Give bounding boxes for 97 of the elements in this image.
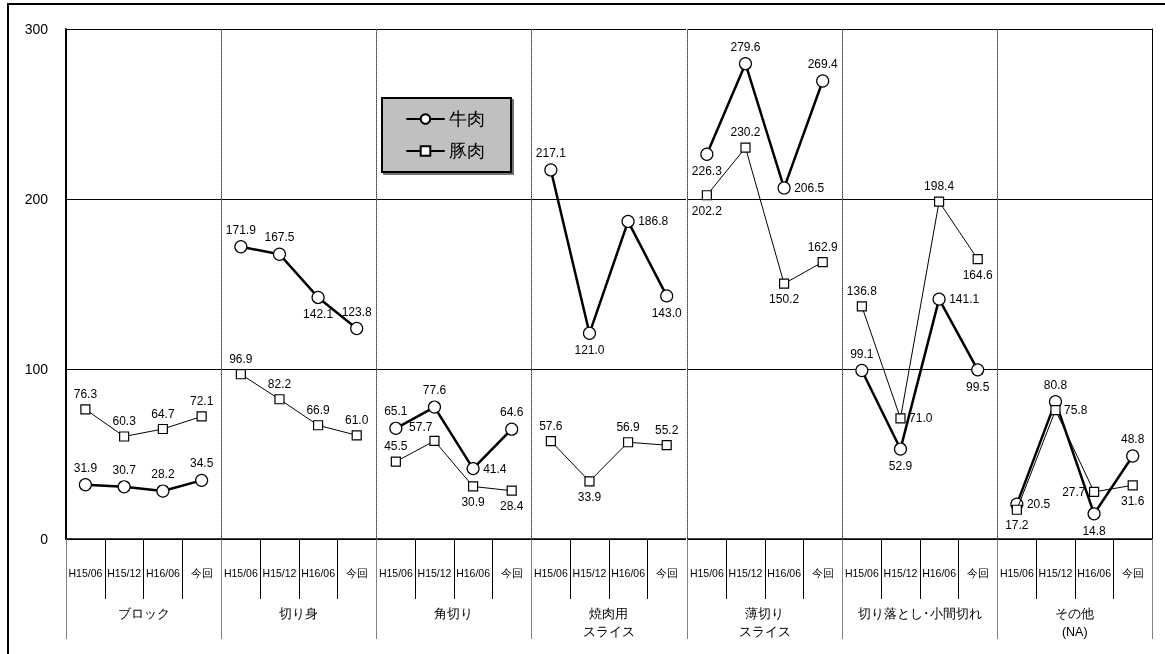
x-tick-label: H15/12 <box>883 566 918 579</box>
data-label: 65.1 <box>384 404 409 419</box>
data-label: 28.4 <box>500 499 524 514</box>
x-axis-title: 角切り <box>434 607 474 621</box>
x-axis-title: その他 (NA) <box>1055 607 1095 639</box>
data-label: 57.7 <box>409 420 433 435</box>
y-tick-label: 300 <box>24 21 49 37</box>
data-label: 142.1 <box>303 307 334 322</box>
x-tick-label: H16/06 <box>766 566 801 579</box>
x-tick-label: 今回 <box>190 566 213 579</box>
y-tick-label: 100 <box>24 361 49 377</box>
data-label: 45.5 <box>384 439 409 454</box>
data-label: 226.3 <box>691 164 722 179</box>
x-tick-label: H16/06 <box>456 566 491 579</box>
x-tick-label: H15/12 <box>572 566 607 579</box>
x-axis-title: 切り身 <box>279 607 319 621</box>
x-tick-label: H15/06 <box>379 566 414 579</box>
x-tick-label: H15/12 <box>417 566 452 579</box>
data-label: 60.3 <box>112 413 137 428</box>
data-label: 206.5 <box>793 180 825 195</box>
data-label: 55.2 <box>655 422 680 437</box>
data-label: 64.6 <box>500 405 524 420</box>
legend-label: 牛肉 <box>449 109 486 129</box>
x-tick-label: H15/12 <box>728 566 763 579</box>
x-tick-label: H16/06 <box>611 566 646 579</box>
x-tick-label: H16/06 <box>1077 566 1112 579</box>
data-label: 77.6 <box>423 383 447 398</box>
x-tick-label: H15/06 <box>534 566 569 579</box>
data-label: 41.4 <box>483 461 508 476</box>
x-axis-title: 焼肉用スライス <box>583 607 636 639</box>
data-label: 162.9 <box>807 239 838 254</box>
data-label: 136.8 <box>846 283 877 298</box>
data-label: 121.0 <box>574 343 606 358</box>
data-label: 34.5 <box>189 456 214 471</box>
data-label: 71.0 <box>908 411 933 426</box>
data-label: 33.9 <box>578 489 602 504</box>
x-tick-label: H15/06 <box>999 566 1034 579</box>
x-axis-title: 切り落とし･小間切れ <box>857 607 982 621</box>
x-tick-label: H15/12 <box>1038 566 1073 579</box>
data-label: 14.8 <box>1082 523 1106 538</box>
data-label: 57.6 <box>539 418 564 433</box>
x-tick-label: 今回 <box>345 566 368 579</box>
data-label: 30.7 <box>112 462 137 477</box>
data-label: 143.0 <box>652 305 683 320</box>
x-tick-label: H15/12 <box>262 566 297 579</box>
data-label: 198.4 <box>923 179 955 194</box>
x-tick-label: H15/06 <box>689 566 724 579</box>
x-tick-label: 今回 <box>966 566 989 579</box>
data-label: 64.7 <box>151 406 175 421</box>
data-label: 31.6 <box>1120 493 1145 508</box>
x-tick-label: H16/06 <box>301 566 336 579</box>
x-tick-label: 今回 <box>1121 566 1144 579</box>
data-label: 99.1 <box>849 346 874 361</box>
x-tick-label: H16/06 <box>145 566 180 579</box>
x-tick-label: H16/06 <box>921 566 956 579</box>
data-label: 123.8 <box>341 304 373 319</box>
data-label: 17.2 <box>1005 518 1029 533</box>
data-label: 141.1 <box>948 292 980 307</box>
data-label: 186.8 <box>638 214 669 229</box>
data-label: 217.1 <box>536 145 567 160</box>
data-label: 56.9 <box>616 419 641 434</box>
data-label: 82.2 <box>267 376 292 391</box>
data-label: 30.9 <box>461 494 486 509</box>
data-label: 80.8 <box>1043 377 1068 392</box>
y-tick-label: 200 <box>24 191 49 207</box>
data-label: 230.2 <box>730 125 761 140</box>
data-label: 28.2 <box>151 467 175 482</box>
data-label: 202.2 <box>691 203 722 218</box>
x-tick-label: H15/06 <box>68 566 103 579</box>
legend-label: 豚肉 <box>449 141 486 161</box>
data-label: 31.9 <box>73 460 98 475</box>
x-tick-label: H15/12 <box>107 566 142 579</box>
data-label: 72.1 <box>189 393 214 408</box>
x-tick-label: 今回 <box>811 566 834 579</box>
x-tick-label: 今回 <box>500 566 523 579</box>
data-label: 75.8 <box>1063 403 1088 418</box>
y-tick-label: 0 <box>40 531 49 547</box>
data-label: 52.9 <box>888 459 913 474</box>
x-axis-title: ブロック <box>117 607 170 621</box>
data-label: 96.9 <box>229 351 253 366</box>
data-label: 164.6 <box>962 267 993 282</box>
x-tick-label: 今回 <box>656 566 679 579</box>
data-label: 76.3 <box>73 386 98 401</box>
data-label: 150.2 <box>768 292 799 307</box>
data-label: 99.5 <box>965 379 990 394</box>
x-tick-label: H15/06 <box>844 566 879 579</box>
data-label: 27.7 <box>1062 484 1086 499</box>
data-label: 279.6 <box>730 39 761 54</box>
data-label: 66.9 <box>306 402 331 417</box>
data-label: 171.9 <box>225 222 257 237</box>
data-label: 48.8 <box>1120 432 1145 447</box>
x-axis-title: 薄切りスライス <box>738 607 791 639</box>
x-tick-label: H15/06 <box>224 566 259 579</box>
data-label: 269.4 <box>807 57 838 72</box>
data-label: 20.5 <box>1026 497 1051 512</box>
data-label: 61.0 <box>345 412 369 427</box>
data-label: 167.5 <box>264 230 295 245</box>
